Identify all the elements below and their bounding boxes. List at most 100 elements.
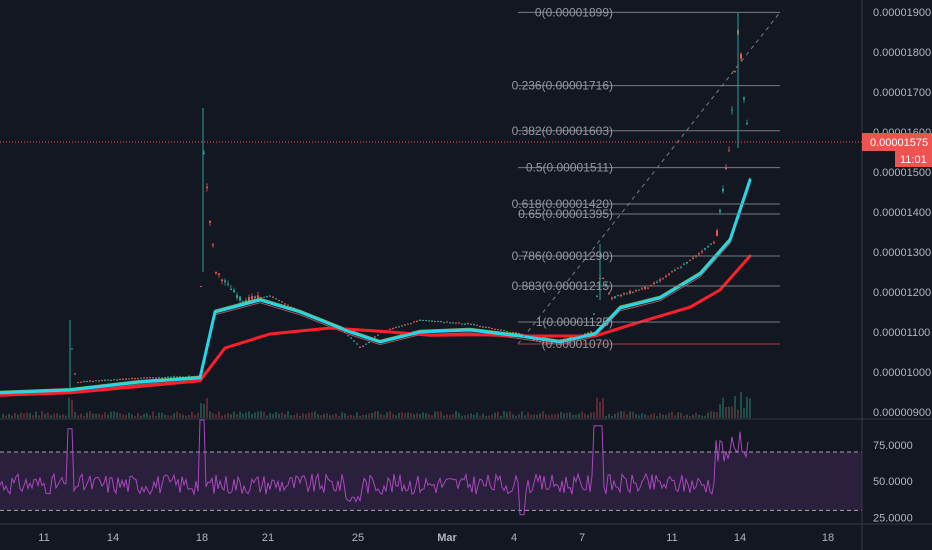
- candle-body: [623, 293, 625, 295]
- volume-bar: [188, 414, 190, 418]
- candle-body: [707, 246, 709, 248]
- volume-bar: [626, 414, 628, 418]
- candle-body: [257, 295, 259, 299]
- volume-bar: [578, 413, 580, 418]
- volume-bar: [155, 415, 157, 418]
- candle-body: [533, 339, 535, 341]
- volume-bar: [395, 415, 397, 418]
- volume-bar: [710, 411, 712, 418]
- volume-bar: [707, 412, 709, 418]
- volume-bar: [293, 415, 295, 418]
- volume-bar: [608, 413, 610, 418]
- volume-bar: [659, 412, 661, 418]
- volume-bar: [536, 414, 538, 418]
- candle-body: [359, 346, 361, 348]
- candle-body: [272, 296, 274, 298]
- volume-bar: [737, 409, 739, 418]
- volume-bar: [347, 415, 349, 418]
- price-tick-label: 0.00001100: [873, 327, 930, 339]
- candle-body: [644, 286, 646, 289]
- price-tick-label: 0.00001500: [873, 167, 931, 179]
- volume-bar: [665, 414, 667, 418]
- candle-body: [731, 109, 733, 111]
- volume-bar: [17, 414, 19, 418]
- volume-bar: [149, 415, 151, 418]
- volume-bar: [332, 414, 334, 418]
- candle-body: [110, 380, 112, 382]
- volume-bar: [380, 413, 382, 418]
- time-tick-label: 11: [38, 532, 49, 544]
- candle-body: [149, 377, 151, 379]
- candle-body: [431, 320, 433, 322]
- volume-bar: [197, 412, 199, 418]
- candle-body: [95, 380, 97, 382]
- volume-bar: [89, 411, 91, 418]
- volume-bar: [191, 412, 193, 418]
- volume-bar: [437, 411, 439, 418]
- price-tick-label: 0.00001400: [873, 207, 931, 219]
- volume-bar: [110, 411, 112, 418]
- volume-bar: [479, 415, 481, 418]
- volume-bar: [728, 406, 730, 418]
- volume-bar: [278, 413, 280, 418]
- candle-body: [389, 328, 391, 330]
- volume-bar: [716, 412, 718, 418]
- volume-bar: [65, 415, 67, 418]
- volume-bar: [629, 411, 631, 418]
- volume-bar: [146, 413, 148, 418]
- candle-body: [254, 296, 256, 298]
- candle-body: [497, 329, 499, 331]
- volume-bar: [521, 411, 523, 418]
- candle-body: [656, 281, 658, 283]
- candle-body: [92, 381, 94, 383]
- volume-bar: [353, 415, 355, 418]
- volume-bar: [326, 413, 328, 418]
- candle-body: [485, 326, 487, 328]
- candle-body: [449, 322, 451, 324]
- candle-body: [620, 294, 622, 296]
- candle-body: [434, 321, 436, 323]
- candle-body: [251, 296, 253, 300]
- candle-body: [347, 335, 349, 337]
- candle-body: [728, 150, 730, 152]
- candle-body: [137, 378, 139, 380]
- price-tick-label: 0.00001200: [873, 287, 931, 299]
- volume-bar: [575, 414, 577, 418]
- volume-bar: [68, 397, 70, 418]
- current-price-label: 0.00001575: [870, 137, 928, 149]
- volume-bar: [113, 411, 115, 418]
- volume-bar: [650, 414, 652, 418]
- volume-bar: [320, 415, 322, 418]
- volume-bar: [425, 413, 427, 418]
- fibonacci-retracement[interactable]: 0(0.00001899) 0.236(0.00001716) 0.382(0.00…: [512, 5, 781, 351]
- candle-body: [641, 288, 643, 290]
- volume-bar: [371, 412, 373, 418]
- volume-bar: [653, 413, 655, 418]
- time-tick-label: 25: [352, 532, 364, 544]
- candle-body: [350, 337, 352, 339]
- volume-bar: [539, 413, 541, 418]
- rsi-band-fill: [0, 452, 862, 511]
- candle-body: [239, 296, 241, 301]
- candle-body: [146, 377, 148, 379]
- volume-bar: [692, 414, 694, 418]
- volume-bar: [701, 415, 703, 418]
- volume-bar: [548, 415, 550, 418]
- candle-body: [659, 279, 661, 281]
- volume-bar: [224, 414, 226, 418]
- volume-bar: [590, 412, 592, 418]
- volume-bar: [50, 415, 52, 418]
- volume-bar: [101, 414, 103, 418]
- volume-bar: [341, 412, 343, 418]
- volume-bar: [722, 397, 724, 418]
- volume-bar: [704, 415, 706, 418]
- fib-level-label: 0.382(0.00001603): [512, 124, 613, 138]
- candle-body: [626, 293, 628, 295]
- volume-bar: [11, 415, 13, 418]
- fib-level-label: 0.65(0.00001395): [518, 207, 613, 221]
- volume-bar: [491, 414, 493, 418]
- volume-bar: [563, 413, 565, 418]
- candle-body: [167, 376, 169, 378]
